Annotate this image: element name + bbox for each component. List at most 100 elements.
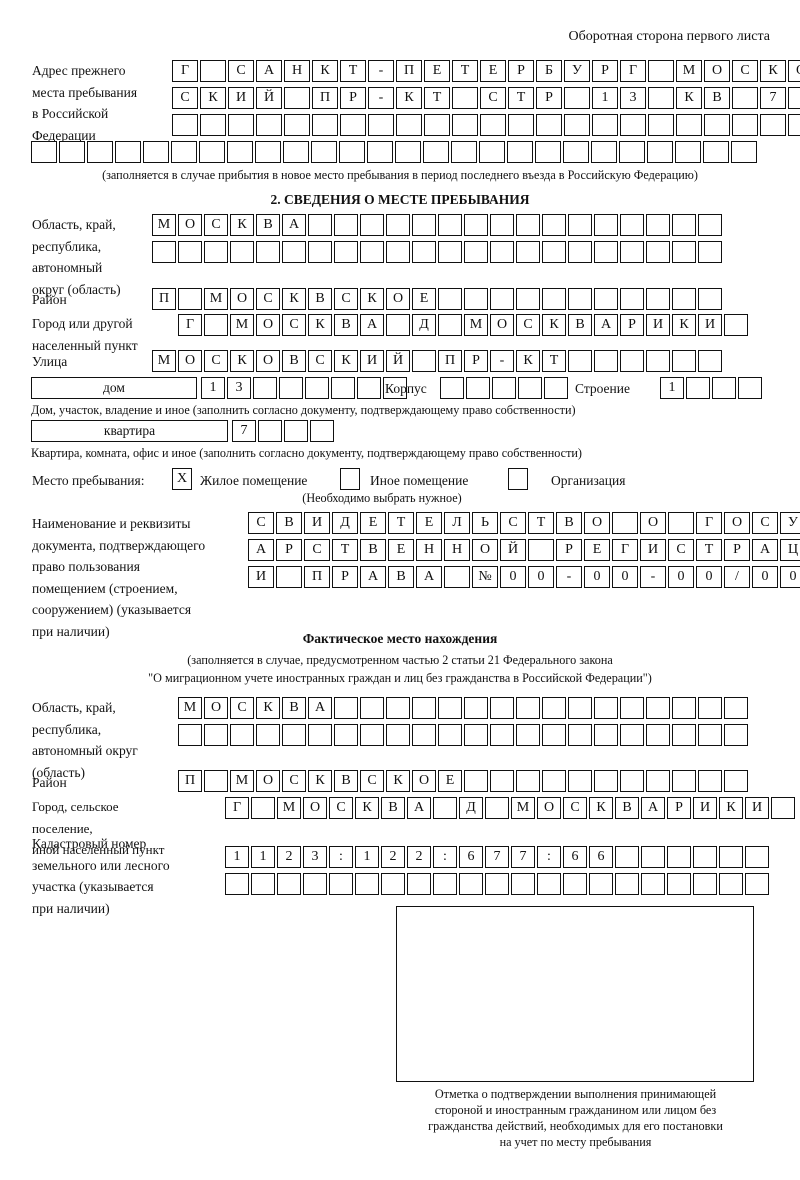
prev-address-row-3-cell-4[interactable] [256,114,282,136]
actual-region-row-2-cell-14[interactable] [516,724,540,746]
document-row-3-cell-14[interactable]: 0 [612,566,638,588]
prev-address-row-2-cell-12[interactable]: С [480,87,506,109]
prev-address-row-1-cell-3[interactable]: С [228,60,254,82]
prev-address-row-2-cell-10[interactable]: Т [424,87,450,109]
actual-district-row-cell-8[interactable]: С [360,770,384,792]
actual-city-row-cell-2[interactable] [251,797,275,819]
cadastral-row-2-cell-1[interactable] [225,873,249,895]
cadastral-row-1-cell-6[interactable]: 1 [355,846,379,868]
actual-region-row-2-cell-17[interactable] [594,724,618,746]
section2-region-row-1-cell-19[interactable] [620,214,644,236]
prev-address-row-2-cell-22[interactable]: 7 [760,87,786,109]
prev-address-row-3-cell-2[interactable] [200,114,226,136]
section2-district-row-cell-2[interactable] [178,288,202,310]
section2-region-row-1-cell-18[interactable] [594,214,618,236]
actual-city-row-cell-6[interactable]: К [355,797,379,819]
house-cells-cell-8[interactable] [383,377,407,399]
section2-district-row-cell-19[interactable] [620,288,644,310]
prev-address-row-3-cell-16[interactable] [592,114,618,136]
document-row-2-cell-11[interactable] [528,539,554,561]
prev-address-row-1-cell-9[interactable]: П [396,60,422,82]
cadastral-row-2-cell-14[interactable] [563,873,587,895]
prev-address-row-1-cell-4[interactable]: А [256,60,282,82]
cadastral-row-1-cell-5[interactable]: : [329,846,353,868]
section2-district-row-cell-7[interactable]: В [308,288,332,310]
prev-address-row-2-cell-17[interactable]: 3 [620,87,646,109]
actual-city-row-cell-9[interactable] [433,797,457,819]
korpus-cells-cell-3[interactable] [492,377,516,399]
cadastral-row-1-cell-19[interactable] [693,846,717,868]
section2-region-row-1-cell-21[interactable] [672,214,696,236]
document-row-2-cell-19[interactable]: А [752,539,778,561]
cadastral-row-1-cell-4[interactable]: 3 [303,846,327,868]
stroenie-cells[interactable]: 1 [660,377,762,399]
actual-region-row-1-cell-4[interactable]: К [256,697,280,719]
actual-district-row-cell-21[interactable] [698,770,722,792]
cadastral-row-1-cell-17[interactable] [641,846,665,868]
cadastral-row-2-cell-13[interactable] [537,873,561,895]
cadastral-row-2[interactable] [225,873,769,895]
document-row-2-cell-14[interactable]: Г [612,539,638,561]
cadastral-row-1-cell-1[interactable]: 1 [225,846,249,868]
document-row-3-cell-15[interactable]: - [640,566,666,588]
section2-district-row-cell-17[interactable] [568,288,592,310]
actual-district-row-cell-5[interactable]: С [282,770,306,792]
prev-address-row-4-cell-12[interactable] [339,141,365,163]
section2-region-row-1-cell-5[interactable]: В [256,214,280,236]
prev-address-row-3-cell-12[interactable] [480,114,506,136]
section2-street-row-cell-2[interactable]: О [178,350,202,372]
prev-address-row-1-cell-23[interactable]: О [788,60,800,82]
house-cells-cell-5[interactable] [305,377,329,399]
cadastral-row-2-cell-19[interactable] [693,873,717,895]
prev-address-row-2-cell-5[interactable] [284,87,310,109]
section2-region-row-2-cell-16[interactable] [542,241,566,263]
document-row-2-cell-2[interactable]: Р [276,539,302,561]
document-row-3-cell-16[interactable]: 0 [668,566,694,588]
prev-address-row-3-cell-10[interactable] [424,114,450,136]
document-row-3-cell-19[interactable]: 0 [752,566,778,588]
section2-region-row-2-cell-8[interactable] [334,241,358,263]
actual-region-row-1-cell-22[interactable] [724,697,748,719]
actual-city-row-cell-18[interactable]: Р [667,797,691,819]
actual-region-row-2-cell-18[interactable] [620,724,644,746]
section2-street-row-cell-18[interactable] [594,350,618,372]
section2-district-row-cell-11[interactable]: Е [412,288,436,310]
actual-region-row-2-cell-8[interactable] [360,724,384,746]
section2-region-row-2-cell-17[interactable] [568,241,592,263]
prev-address-row-2-cell-2[interactable]: К [200,87,226,109]
cadastral-row-2-cell-18[interactable] [667,873,691,895]
actual-region-row-2-cell-11[interactable] [438,724,462,746]
actual-region-row-1-cell-20[interactable] [672,697,696,719]
actual-district-row-cell-12[interactable] [464,770,488,792]
document-row-2-cell-6[interactable]: Е [388,539,414,561]
actual-district-row-cell-1[interactable]: П [178,770,202,792]
document-row-3-cell-3[interactable]: П [304,566,330,588]
section2-district-row-cell-6[interactable]: К [282,288,306,310]
document-row-2-cell-15[interactable]: И [640,539,666,561]
section2-city-row-cell-17[interactable]: А [594,314,618,336]
prev-address-row-1-cell-11[interactable]: Т [452,60,478,82]
document-row-2-cell-12[interactable]: Р [556,539,582,561]
section2-district-row-cell-21[interactable] [672,288,696,310]
section2-street-row-cell-21[interactable] [672,350,696,372]
cadastral-row-1-cell-12[interactable]: 7 [511,846,535,868]
document-row-1-cell-4[interactable]: Д [332,512,358,534]
actual-district-row-cell-7[interactable]: В [334,770,358,792]
section2-street-row-cell-14[interactable]: - [490,350,514,372]
cadastral-row-2-cell-7[interactable] [381,873,405,895]
prev-address-row-4-cell-7[interactable] [199,141,225,163]
document-row-2-cell-3[interactable]: С [304,539,330,561]
section2-region-row-2-cell-1[interactable] [152,241,176,263]
section2-district-row-cell-3[interactable]: М [204,288,228,310]
cadastral-row-1-cell-18[interactable] [667,846,691,868]
document-row-1-cell-14[interactable] [612,512,638,534]
prev-address-row-1-cell-2[interactable] [200,60,226,82]
document-row-3-cell-18[interactable]: / [724,566,750,588]
prev-address-row-4-cell-4[interactable] [115,141,141,163]
section2-region-row-1-cell-11[interactable] [412,214,436,236]
section2-region-row-2-cell-4[interactable] [230,241,254,263]
section2-street-row-cell-7[interactable]: С [308,350,332,372]
